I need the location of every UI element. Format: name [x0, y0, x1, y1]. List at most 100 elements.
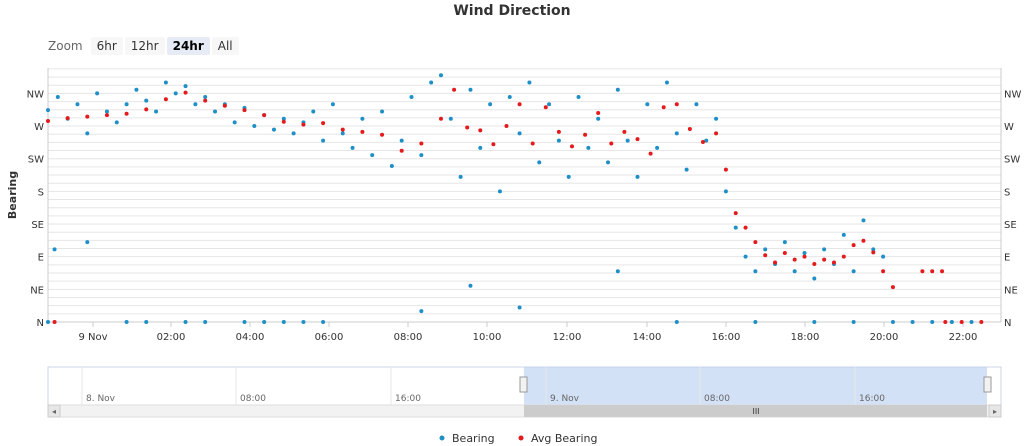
x-tick-label: 06:00	[315, 332, 344, 343]
legend-label-bearing: Bearing	[452, 432, 495, 445]
data-point	[576, 95, 581, 100]
data-point	[645, 102, 650, 107]
data-point	[242, 320, 247, 324]
zoom-24hr-button[interactable]: 24hr	[166, 37, 210, 55]
data-point	[399, 138, 404, 143]
y-tick-label-right: W	[1004, 122, 1014, 133]
data-point	[802, 251, 807, 256]
data-point	[291, 131, 296, 136]
data-point	[527, 80, 532, 85]
data-point	[615, 269, 620, 274]
data-point	[714, 116, 719, 121]
data-point	[222, 103, 227, 108]
data-point	[271, 127, 276, 132]
data-point	[723, 189, 728, 194]
y-tick-label-left: W	[34, 122, 44, 133]
data-point	[193, 102, 198, 107]
data-point	[743, 254, 748, 259]
data-point	[468, 283, 473, 288]
data-point	[281, 320, 286, 324]
zoom-all-button[interactable]: All	[211, 37, 239, 55]
data-point	[124, 320, 129, 324]
scroll-right-button[interactable]	[988, 404, 1002, 418]
data-point	[448, 116, 453, 121]
data-point	[674, 320, 679, 324]
data-point	[802, 254, 807, 259]
data-point	[943, 320, 948, 324]
legend-item-avg-bearing[interactable]: Avg Bearing	[518, 432, 598, 445]
data-point	[203, 95, 208, 100]
navigator-left-handle[interactable]	[519, 376, 528, 393]
data-point	[52, 320, 57, 324]
data-point	[104, 113, 109, 118]
zoom-label: Zoom	[48, 39, 83, 53]
scroll-left-button[interactable]	[47, 404, 61, 418]
data-point	[183, 90, 188, 95]
navigator-label: 16:00	[859, 394, 885, 404]
data-point	[704, 138, 709, 143]
data-point	[792, 269, 797, 274]
data-point	[556, 129, 561, 134]
data-point	[661, 105, 666, 110]
data-point	[134, 87, 139, 92]
x-tick-label: 08:00	[394, 332, 423, 343]
data-point	[714, 131, 719, 136]
data-point	[399, 148, 404, 153]
navigator-labels: 8. Nov 08:00 16:00 9. Nov 08:00 16:00	[81, 367, 885, 405]
y-tick-label-right: NE	[1004, 285, 1018, 296]
grid-lines	[47, 68, 1002, 323]
data-point	[583, 132, 588, 137]
data-point	[822, 257, 827, 262]
data-point	[635, 174, 640, 179]
zoom-selector: Zoom 6hr 12hr 24hr All	[48, 37, 241, 55]
navigator-label: 9. Nov	[550, 394, 580, 404]
data-point	[389, 163, 394, 168]
x-tick-label: 9 Nov	[78, 332, 107, 343]
data-point	[114, 120, 119, 125]
x-tick-label: 14:00	[633, 332, 662, 343]
data-point	[664, 80, 669, 85]
data-point	[930, 320, 935, 324]
data-point	[753, 320, 758, 324]
data-point	[763, 247, 768, 252]
data-point	[596, 110, 601, 115]
legend-item-bearing[interactable]: Bearing	[439, 432, 495, 445]
zoom-12hr-button[interactable]: 12hr	[124, 37, 165, 55]
data-point	[743, 225, 748, 230]
navigator-selected-range[interactable]	[524, 367, 987, 405]
data-point	[861, 218, 866, 223]
data-point	[773, 260, 778, 265]
plot-background	[48, 68, 1001, 322]
data-point	[979, 320, 984, 324]
scrollbar-grip: III	[752, 407, 759, 416]
data-point	[242, 108, 247, 113]
data-point	[252, 124, 257, 129]
y-tick-label-left: SW	[28, 155, 44, 166]
scrollbar-thumb[interactable]	[524, 405, 987, 417]
y-tick-label-left: NW	[27, 89, 44, 100]
data-point	[920, 269, 925, 274]
data-point	[812, 320, 817, 324]
data-point	[700, 140, 705, 145]
data-point	[648, 151, 653, 156]
navigator-right-handle[interactable]	[983, 376, 992, 393]
data-point	[871, 250, 876, 255]
data-point	[753, 240, 758, 245]
zoom-6hr-button[interactable]: 6hr	[90, 37, 123, 55]
data-point	[46, 320, 50, 324]
data-point	[262, 320, 267, 324]
data-point	[556, 138, 561, 143]
data-point	[124, 111, 129, 116]
data-point	[301, 122, 306, 127]
data-point	[596, 116, 601, 121]
data-point	[321, 121, 326, 126]
data-point	[321, 320, 326, 324]
data-point	[782, 240, 787, 245]
x-tick-label: 22:00	[949, 332, 978, 343]
data-point	[723, 167, 728, 172]
data-point	[537, 160, 542, 165]
data-point	[684, 167, 689, 172]
data-point	[350, 145, 355, 150]
